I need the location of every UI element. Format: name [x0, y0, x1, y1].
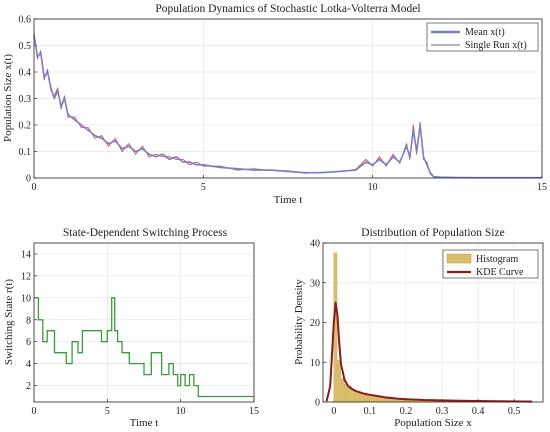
plot-frame	[322, 242, 544, 403]
x-tick-label: 0.1	[364, 406, 377, 417]
y-tick-label: 10	[310, 358, 320, 369]
histogram-bar	[344, 383, 349, 403]
x-tick-label: 0.4	[472, 406, 485, 417]
x-axis-label: Time t	[274, 194, 303, 206]
x-tick-label: 15	[537, 182, 547, 193]
y-tick-label: 0.2	[19, 121, 32, 132]
x-tick-label: 10	[368, 182, 378, 193]
legend-label-single: Single Run x(t)	[465, 40, 527, 51]
y-axis-label: Switching State r(t)	[3, 279, 15, 365]
legend-label-mean: Mean x(t)	[465, 27, 505, 38]
y-tick-label: 30	[310, 278, 320, 289]
y-tick-label: 0.3	[19, 94, 32, 105]
legend-label-kde: KDE Curve	[476, 267, 524, 278]
y-axis-label: Probability Density	[293, 279, 305, 365]
kde-curve	[325, 301, 533, 403]
series-group	[325, 301, 533, 403]
x-tick-label: 15	[249, 406, 259, 417]
legend: Mean x(t) Single Run x(t)	[426, 22, 539, 52]
plot-frame	[33, 18, 543, 179]
x-tick-label: 0.3	[436, 406, 449, 417]
chart-title: State-Dependent Switching Process	[63, 227, 228, 239]
y-tick-label: 0.4	[19, 68, 32, 79]
series-group	[34, 297, 254, 398]
x-tick-labels: 0 5 10 15	[32, 406, 260, 417]
histogram-bar	[340, 377, 345, 403]
legend-box	[426, 22, 539, 52]
y-tick-label: 14	[21, 249, 31, 260]
panel-distribution: Distribution of Population Size 0 0.1 0.2 0…	[293, 227, 544, 429]
plot-area	[34, 243, 254, 402]
series-line-mean	[33, 34, 542, 179]
y-tick-label: 8	[26, 315, 31, 326]
x-tick-label: 0	[32, 182, 37, 193]
x-tick-labels: 0 0.1 0.2 0.3 0.4 0.5	[331, 406, 520, 417]
y-tick-label: 10	[21, 293, 31, 304]
x-axis-label: Time t	[130, 417, 159, 429]
legend: Histogram KDE Curve	[442, 249, 539, 279]
legend-swatch-histogram	[446, 253, 472, 264]
y-tick-label: 20	[310, 318, 320, 329]
x-tick-label: 0	[331, 406, 336, 417]
x-tick-label: 10	[176, 406, 186, 417]
plot-frame	[33, 242, 255, 403]
y-tick-label: 0	[26, 174, 31, 185]
y-tick-label: 12	[21, 271, 31, 282]
x-tick-label: 5	[201, 182, 206, 193]
y-tick-labels: 0 10 20 30 40	[310, 239, 320, 409]
histogram-bar	[337, 360, 341, 403]
y-axis-label: Population Size x(t)	[2, 54, 14, 142]
y-tick-label: 6	[26, 337, 31, 348]
y-tick-label: 40	[310, 239, 320, 250]
y-tick-label: 0.6	[19, 15, 32, 26]
x-tick-labels: 0 5 10 15	[32, 182, 548, 193]
series-group	[33, 32, 542, 179]
legend-label-histogram: Histogram	[476, 254, 518, 265]
y-tick-label: 0	[315, 398, 320, 409]
x-axis-label: Population Size x	[394, 417, 472, 429]
panel-switching: State-Dependent Switching Process 0 5 10 15…	[3, 227, 259, 429]
y-tick-label: 4	[26, 359, 31, 370]
x-tick-label: 5	[105, 406, 110, 417]
panel-population: Population Dynamics of Stochastic Lotka-…	[2, 3, 547, 206]
y-tick-labels: 2 4 6 8 10 12 14	[21, 249, 31, 392]
chart-title: Distribution of Population Size	[361, 227, 504, 239]
x-tick-label: 0.5	[508, 406, 521, 417]
histogram-bar	[373, 395, 377, 403]
x-tick-label: 0.2	[400, 406, 413, 417]
y-tick-label: 0.5	[19, 41, 32, 52]
y-tick-label: 0.1	[19, 147, 32, 158]
y-tick-label: 2	[26, 381, 31, 392]
x-tick-label: 0	[32, 406, 37, 417]
series-step-line	[34, 297, 254, 398]
y-tick-labels: 0 0.1 0.2 0.3 0.4 0.5 0.6	[19, 15, 32, 185]
chart-title: Population Dynamics of Stochastic Lotka-…	[155, 3, 420, 15]
